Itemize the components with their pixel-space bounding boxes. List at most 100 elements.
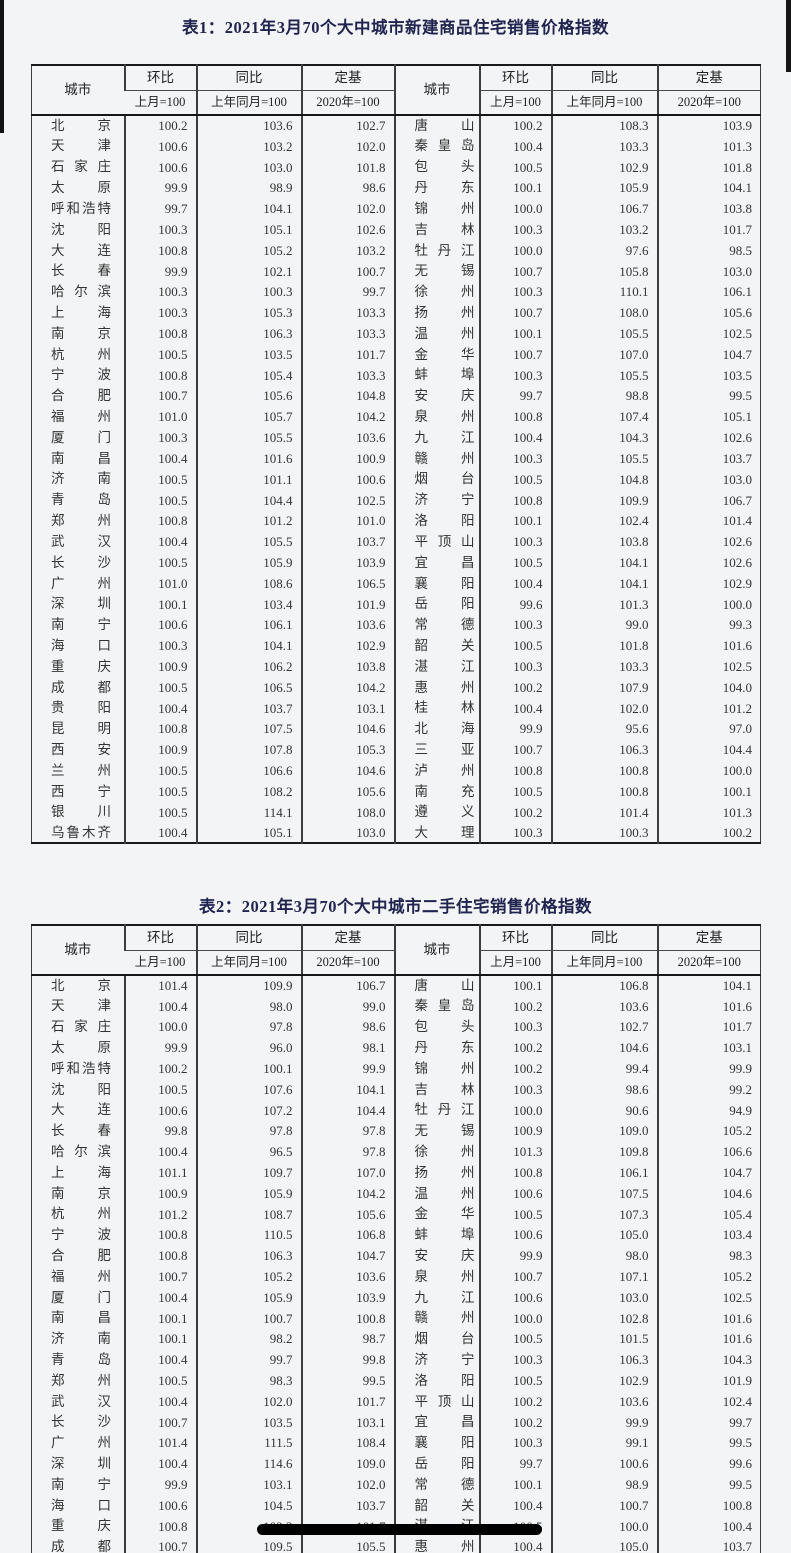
city-cell: 惠州 <box>393 1536 480 1553</box>
city-cell: 桂林 <box>393 697 480 719</box>
value-cell: 104.8 <box>550 468 658 490</box>
value-cell: 101.0 <box>300 510 395 532</box>
value-cell: 103.0 <box>195 156 302 178</box>
city-cell: 扬州 <box>393 1162 480 1183</box>
col-subheader-yoy: 上年同月=100 <box>550 950 658 976</box>
city-cell: 福州 <box>32 406 125 427</box>
city-cell: 成都 <box>32 1537 125 1553</box>
value-cell: 103.6 <box>195 115 302 136</box>
value-cell: 100.2 <box>656 822 761 844</box>
value-cell: 100.4 <box>123 1286 197 1308</box>
city-name: 广州 <box>51 1435 111 1451</box>
value-cell: 100.5 <box>123 801 197 823</box>
table-row: 海口 100.6 104.5 103.7 韶关 100.4 100.7 100.8 <box>32 1494 761 1516</box>
value-cell: 106.2 <box>195 656 302 677</box>
city-name: 徐州 <box>414 284 475 300</box>
city-name: 九江 <box>414 1289 475 1305</box>
value-cell: 104.1 <box>656 177 761 199</box>
city-cell: 上海 <box>32 302 125 323</box>
city-cell: 包头 <box>393 156 480 178</box>
value-cell: 101.5 <box>550 1328 658 1350</box>
value-cell: 97.8 <box>195 1016 302 1038</box>
value-cell: 100.8 <box>123 718 197 740</box>
table-row: 海口 100.3 104.1 102.9 韶关 100.5 101.8 101.6 <box>32 635 761 657</box>
city-name: 三亚 <box>414 742 475 758</box>
value-cell: 104.1 <box>300 1078 395 1100</box>
city-cell: 蚌埠 <box>393 1224 480 1246</box>
value-cell: 100.9 <box>123 739 197 761</box>
city-cell: 九江 <box>393 1286 480 1308</box>
value-cell: 100.5 <box>123 1078 197 1100</box>
value-cell: 106.7 <box>300 975 395 996</box>
scrollbar-thumb[interactable] <box>786 0 791 72</box>
city-name: 牡丹江 <box>414 242 475 258</box>
value-cell: 103.6 <box>300 614 395 636</box>
value-cell: 103.9 <box>300 552 395 573</box>
city-cell: 唐山 <box>393 975 480 996</box>
value-cell: 105.6 <box>300 781 395 802</box>
value-cell: 103.3 <box>300 364 395 386</box>
table-row: 银川 100.5 114.1 108.0 遵义 100.2 101.4 101.3 <box>32 801 761 823</box>
value-cell: 98.9 <box>550 1474 658 1495</box>
city-name: 南京 <box>51 1185 111 1201</box>
city-cell: 韶关 <box>393 1494 480 1516</box>
city-cell: 扬州 <box>393 302 480 324</box>
value-cell: 105.9 <box>195 1182 302 1204</box>
value-cell: 103.7 <box>656 448 761 469</box>
value-cell: 100.6 <box>550 1453 658 1475</box>
table-row: 兰州 100.5 106.6 104.6 泸州 100.8 100.8 100.0 <box>32 760 761 781</box>
table-row: 昆明 100.8 107.5 104.6 北海 99.9 95.6 97.0 <box>32 718 761 740</box>
value-cell: 103.5 <box>656 364 761 386</box>
value-cell: 102.0 <box>550 697 658 719</box>
value-cell: 101.4 <box>550 801 658 823</box>
value-cell: 100.4 <box>478 1494 552 1516</box>
col-subheader-yoy: 上年同月=100 <box>195 90 302 116</box>
col-subheader-base: 2020年=100 <box>656 90 761 116</box>
col-header-yoy: 同比 <box>550 925 658 951</box>
city-name: 长沙 <box>51 1414 111 1430</box>
city-name: 济宁 <box>414 492 475 508</box>
city-cell: 南京 <box>32 323 125 344</box>
value-cell: 102.9 <box>300 635 395 657</box>
value-cell: 102.0 <box>300 135 395 157</box>
city-cell: 深圳 <box>32 594 125 615</box>
value-cell: 105.9 <box>195 552 302 573</box>
value-cell: 105.6 <box>300 1203 395 1225</box>
value-cell: 106.6 <box>195 760 302 781</box>
city-name: 秦皇岛 <box>414 998 475 1014</box>
value-cell: 99.7 <box>478 385 552 407</box>
table-row: 成都 100.5 106.5 104.2 惠州 100.2 107.9 104.0 <box>32 676 761 698</box>
table-row: 宁波 100.8 110.5 106.8 蚌埠 100.6 105.0 103.4 <box>32 1224 761 1246</box>
city-cell: 石家庄 <box>32 1017 125 1038</box>
city-name: 福州 <box>51 409 111 425</box>
city-name: 丹东 <box>414 180 475 196</box>
city-cell: 重庆 <box>32 1516 125 1537</box>
value-cell: 106.8 <box>300 1224 395 1246</box>
value-cell: 103.6 <box>300 1266 395 1287</box>
value-cell: 100.8 <box>123 239 197 261</box>
value-cell: 104.3 <box>550 427 658 448</box>
city-cell: 平顶山 <box>393 1390 480 1412</box>
city-cell: 徐州 <box>393 1141 480 1163</box>
city-cell: 常德 <box>393 1474 480 1495</box>
value-cell: 99.6 <box>478 593 552 615</box>
table-row: 成都 100.7 109.5 105.5 惠州 100.4 105.0 103.7 <box>32 1536 761 1553</box>
value-cell: 99.5 <box>656 385 761 407</box>
value-cell: 100.0 <box>478 198 552 220</box>
value-cell: 97.8 <box>195 1120 302 1142</box>
value-cell: 103.4 <box>656 1224 761 1246</box>
value-cell: 100.4 <box>656 1515 761 1537</box>
value-cell: 104.6 <box>300 760 395 781</box>
city-cell: 温州 <box>393 1182 480 1204</box>
value-cell: 101.6 <box>656 995 761 1017</box>
value-cell: 103.4 <box>195 593 302 615</box>
city-cell: 锦州 <box>393 1058 480 1079</box>
value-cell: 98.1 <box>300 1037 395 1059</box>
value-cell: 100.3 <box>478 281 552 303</box>
col-header-base: 定基 <box>300 925 395 951</box>
city-cell: 武汉 <box>32 531 125 552</box>
city-cell: 太原 <box>32 1037 125 1058</box>
city-cell: 济南 <box>32 1329 125 1350</box>
city-cell: 烟台 <box>393 1328 480 1350</box>
value-cell: 103.7 <box>300 531 395 553</box>
